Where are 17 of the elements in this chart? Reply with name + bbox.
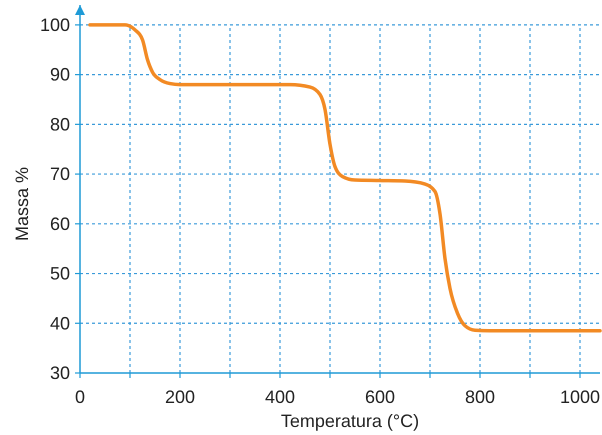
line-series xyxy=(88,23,602,332)
x-tick-label: 1000 xyxy=(560,387,600,407)
y-tick-label: 50 xyxy=(50,264,70,284)
x-tick-label: 200 xyxy=(164,387,196,407)
x-axis-title: Temperatura (°C) xyxy=(280,411,420,431)
y-tick-label: 60 xyxy=(50,214,70,234)
y-axis-title: Massa % xyxy=(12,166,32,242)
y-tick-label: 40 xyxy=(50,313,70,334)
x-tick-label: 0 xyxy=(74,387,86,407)
x-tick-label: 600 xyxy=(364,387,396,407)
y-tick-label: 70 xyxy=(50,164,70,184)
y-tick-label: 30 xyxy=(50,363,70,383)
x-tick-label: 800 xyxy=(464,387,496,407)
y-tick-label: 90 xyxy=(50,64,70,85)
y-tick-label: 80 xyxy=(50,114,70,134)
x-tick-label: 400 xyxy=(264,387,296,407)
y-tick-label: 100 xyxy=(40,14,70,35)
